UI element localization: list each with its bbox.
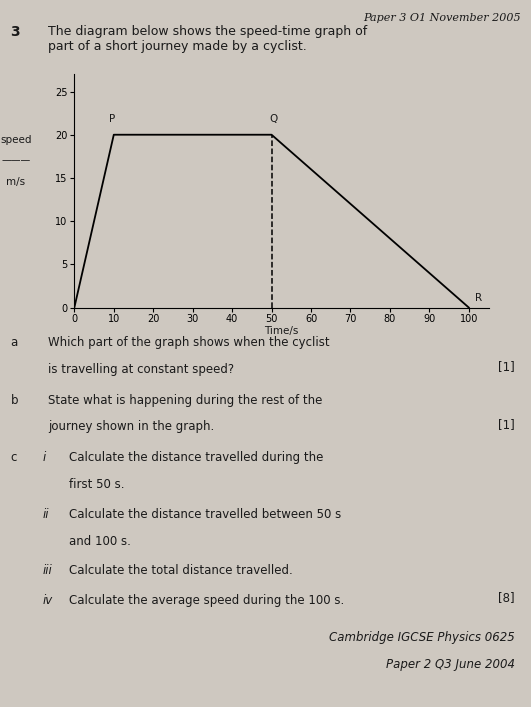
- X-axis label: Time/s: Time/s: [264, 326, 298, 336]
- Text: Q: Q: [269, 115, 278, 124]
- Text: ii: ii: [42, 508, 49, 521]
- Text: b: b: [11, 394, 18, 407]
- Text: Calculate the distance travelled between 50 s: Calculate the distance travelled between…: [69, 508, 341, 521]
- Text: 3: 3: [11, 25, 20, 40]
- Text: Paper 2 Q3 June 2004: Paper 2 Q3 June 2004: [386, 658, 515, 671]
- Text: iii: iii: [42, 564, 52, 577]
- Text: is travelling at constant speed?: is travelling at constant speed?: [48, 363, 234, 375]
- Text: [1]: [1]: [498, 360, 515, 373]
- Text: m/s: m/s: [6, 177, 25, 187]
- Text: speed: speed: [0, 134, 32, 144]
- Text: journey shown in the graph.: journey shown in the graph.: [48, 421, 214, 433]
- Text: Paper 3 O1 November 2005: Paper 3 O1 November 2005: [363, 13, 520, 23]
- Text: State what is happening during the rest of the: State what is happening during the rest …: [48, 394, 322, 407]
- Text: [8]: [8]: [499, 591, 515, 604]
- Text: ———: ———: [1, 156, 31, 165]
- Text: P: P: [109, 115, 115, 124]
- Text: The diagram below shows the speed-time graph of
part of a short journey made by : The diagram below shows the speed-time g…: [48, 25, 367, 54]
- Text: Which part of the graph shows when the cyclist: Which part of the graph shows when the c…: [48, 336, 329, 349]
- Text: [1]: [1]: [498, 418, 515, 431]
- Text: and 100 s.: and 100 s.: [69, 534, 131, 548]
- Text: Calculate the average speed during the 100 s.: Calculate the average speed during the 1…: [69, 594, 344, 607]
- Text: Cambridge IGCSE Physics 0625: Cambridge IGCSE Physics 0625: [329, 631, 515, 644]
- Text: iv: iv: [42, 594, 53, 607]
- Text: i: i: [42, 451, 46, 464]
- Text: R: R: [475, 293, 482, 303]
- Text: Calculate the distance travelled during the: Calculate the distance travelled during …: [69, 451, 323, 464]
- Text: a: a: [11, 336, 18, 349]
- Text: c: c: [11, 451, 17, 464]
- Text: Calculate the total distance travelled.: Calculate the total distance travelled.: [69, 564, 293, 577]
- Text: first 50 s.: first 50 s.: [69, 478, 125, 491]
